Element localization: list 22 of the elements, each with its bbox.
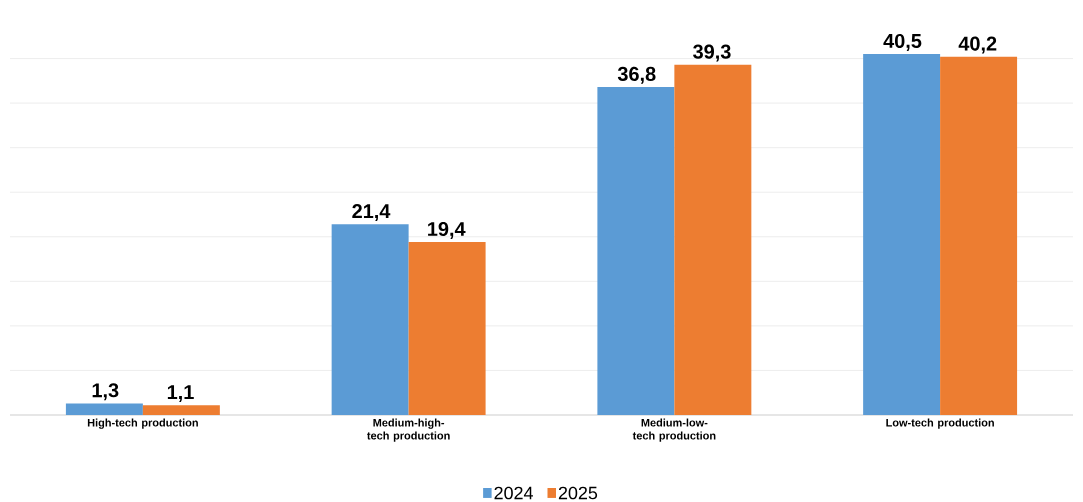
data-label: 1,1 — [167, 385, 194, 402]
bar — [940, 56, 1018, 415]
bar — [65, 403, 143, 415]
bar — [408, 242, 486, 415]
bar — [142, 405, 220, 415]
bar — [331, 224, 409, 415]
x-tick-label: Medium-low-tech production — [632, 418, 716, 442]
bar — [674, 64, 752, 415]
x-tick-label: Medium-high-tech production — [367, 418, 450, 442]
legend-label: 2024 — [494, 486, 533, 500]
x-tick-label: Low-tech production — [886, 418, 994, 429]
bar — [863, 54, 941, 415]
data-label: 19,4 — [428, 221, 466, 239]
data-label: 36,8 — [617, 66, 656, 84]
x-tick-label: High-tech production — [87, 418, 198, 429]
bar — [597, 87, 675, 415]
data-label: 40,5 — [883, 33, 922, 51]
data-label: 40,2 — [958, 36, 997, 54]
data-label: 21,4 — [352, 204, 391, 222]
data-label: 1,3 — [92, 383, 119, 401]
legend-label: 2025 — [558, 486, 598, 500]
data-label: 39,3 — [693, 44, 731, 62]
